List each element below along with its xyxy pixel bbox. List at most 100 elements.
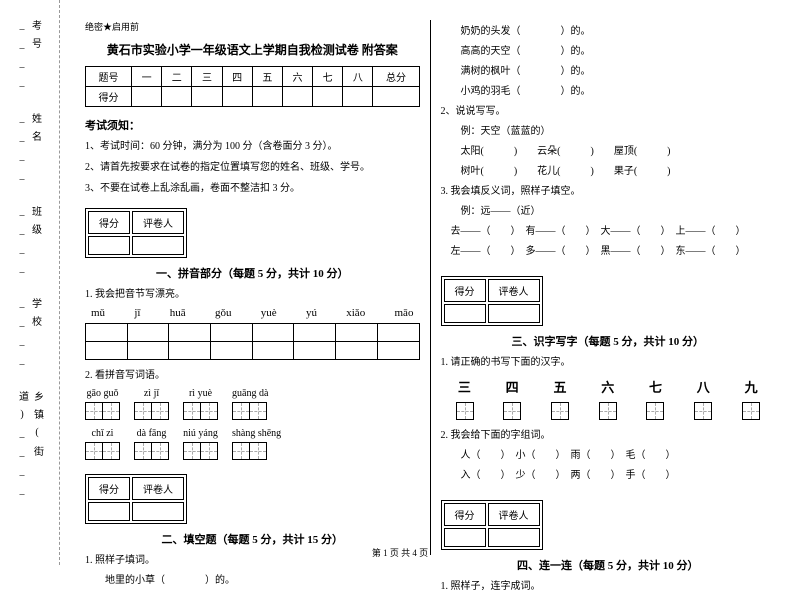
scorebox-label: 评卷人 — [488, 503, 540, 526]
fill-line: 人（ ） 小（ ） 雨（ ） 毛（ ） — [441, 448, 776, 464]
secret-label: 绝密★启用前 — [85, 20, 420, 33]
hanzi-char: 三 — [458, 377, 471, 396]
question-text: 1. 请正确的书写下面的汉字。 — [441, 355, 776, 371]
tian-group: niú yáng — [183, 428, 218, 460]
pinyin-syllable: jī — [134, 307, 140, 319]
col-header: 五 — [252, 67, 282, 87]
pinyin-label: niú yáng — [183, 428, 218, 439]
notice-heading: 考试须知： — [85, 117, 420, 133]
pinyin-syllable: mǔ — [91, 307, 105, 319]
pinyin-row: mǔ jī huā gǒu yuè yú xiǎo māo — [85, 307, 420, 319]
pinyin-label: dà fāng — [134, 428, 169, 439]
scorebox-label: 评卷人 — [132, 477, 184, 500]
col-header: 八 — [343, 67, 373, 87]
tian-box — [694, 402, 712, 420]
section1-heading: 一、拼音部分（每题 5 分，共计 10 分） — [85, 265, 420, 281]
hanzi-row: 三 四 五 六 七 八 九 — [441, 377, 776, 396]
notice-item: 1、考试时间：60 分钟，满分为 100 分（含卷面分 3 分）。 — [85, 139, 420, 154]
question-text: 1. 我会把音节写漂亮。 — [85, 287, 420, 303]
tian-box — [456, 402, 474, 420]
question-text: 1. 照样子，连字成词。 — [441, 579, 776, 595]
scorebox-label: 得分 — [88, 211, 130, 234]
pinyin-label: gāo guǒ — [85, 388, 120, 399]
hanzi-char: 五 — [553, 377, 566, 396]
pinyin-label: zì jǐ — [134, 388, 169, 399]
fill-line: 左——（ ） 多——（ ） 黑——（ ） 东——（ ） — [441, 244, 776, 260]
question-text: 2. 看拼音写词语。 — [85, 368, 420, 384]
pinyin-syllable: yú — [306, 307, 317, 319]
scorebox-label: 评卷人 — [488, 279, 540, 302]
fill-line: 满树的枫叶（ ）的。 — [441, 64, 776, 80]
scorebox-label: 评卷人 — [132, 211, 184, 234]
pinyin-label: guāng dà — [232, 388, 268, 399]
fill-line: 树叶( ) 花儿( ) 果子( ) — [441, 164, 776, 180]
main-content: 绝密★启用前 黄石市实验小学一年级语文上学期自我检测试卷 附答案 题号 一 二 … — [60, 0, 800, 565]
question-text: 2、说说写写。 — [441, 104, 776, 120]
pinyin-label: chǐ zi — [85, 428, 120, 439]
stub-field-4: 乡镇(街道)____ — [15, 391, 45, 545]
tianzige-row: gāo guǒ zì jǐ rì yuè guāng dà — [85, 388, 420, 420]
hanzi-char: 四 — [506, 377, 519, 396]
pinyin-label: shàng shēng — [232, 428, 281, 439]
left-column: 绝密★启用前 黄石市实验小学一年级语文上学期自我检测试卷 附答案 题号 一 二 … — [75, 20, 431, 555]
stub-field-0: 考号____ — [17, 20, 43, 113]
tian-box — [503, 402, 521, 420]
tian-group: gāo guǒ — [85, 388, 120, 420]
page-footer: 第 1 页 共 4 页 — [0, 546, 800, 559]
tian-group: zì jǐ — [134, 388, 169, 420]
hanzi-char: 九 — [745, 377, 758, 396]
hanzi-char: 六 — [601, 377, 614, 396]
fill-line: 入（ ） 少（ ） 两（ ） 手（ ） — [441, 468, 776, 484]
pinyin-syllable: huā — [170, 307, 186, 319]
section-scorebox: 得分评卷人 — [441, 500, 543, 550]
pinyin-syllable: māo — [395, 307, 414, 319]
fill-line: 高高的天空（ ）的。 — [441, 44, 776, 60]
tian-group: guāng dà — [232, 388, 268, 420]
table-row: 得分 — [86, 87, 420, 107]
section-scorebox: 得分评卷人 — [85, 208, 187, 258]
row-label: 得分 — [86, 87, 132, 107]
fill-line: 小鸡的羽毛（ ）的。 — [441, 84, 776, 100]
tian-group: rì yuè — [183, 388, 218, 420]
pinyin-syllable: yuè — [261, 307, 277, 319]
tianzige-row — [441, 402, 776, 420]
scorebox-label: 得分 — [88, 477, 130, 500]
question-text: 3. 我会填反义词，照样子填空。 — [441, 184, 776, 200]
tian-group: chǐ zi — [85, 428, 120, 460]
exam-page: 考号____ 姓名____ 班级____ 学校____ 乡镇(街道)____ 绝… — [0, 0, 800, 565]
tian-box — [742, 402, 760, 420]
notice-item: 3、不要在试卷上乱涂乱画，卷面不整洁扣 3 分。 — [85, 181, 420, 196]
section2-heading: 二、填空题（每题 5 分，共计 15 分） — [85, 531, 420, 547]
col-header: 一 — [132, 67, 162, 87]
scorebox-label: 得分 — [444, 279, 486, 302]
tianzige-row: chǐ zi dà fāng niú yáng shàng shēng — [85, 428, 420, 460]
tian-box — [599, 402, 617, 420]
col-header: 四 — [222, 67, 252, 87]
col-header: 七 — [313, 67, 343, 87]
stub-field-1: 姓名____ — [17, 113, 43, 206]
fill-line: 太阳( ) 云朵( ) 屋顶( ) — [441, 144, 776, 160]
example-text: 例：远——（近） — [441, 204, 776, 220]
section3-heading: 三、识字写字（每题 5 分，共计 10 分） — [441, 333, 776, 349]
writing-grid — [85, 323, 420, 360]
section4-heading: 四、连一连（每题 5 分，共计 10 分） — [441, 557, 776, 573]
stub-field-3: 学校____ — [17, 298, 43, 391]
stub-field-2: 班级____ — [17, 206, 43, 299]
table-row: 题号 一 二 三 四 五 六 七 八 总分 — [86, 67, 420, 87]
pinyin-label: rì yuè — [183, 388, 218, 399]
col-header: 二 — [162, 67, 192, 87]
score-summary-table: 题号 一 二 三 四 五 六 七 八 总分 得分 — [85, 66, 420, 107]
tian-box — [646, 402, 664, 420]
col-header: 总分 — [373, 67, 419, 87]
tian-box — [551, 402, 569, 420]
tian-group: dà fāng — [134, 428, 169, 460]
fill-line: 去——（ ） 有——（ ） 大——（ ） 上——（ ） — [441, 224, 776, 240]
pinyin-syllable: gǒu — [215, 307, 232, 319]
fill-line: 奶奶的头发（ ）的。 — [441, 24, 776, 40]
col-header: 六 — [282, 67, 312, 87]
hanzi-char: 七 — [649, 377, 662, 396]
question-text: 2. 我会给下面的字组词。 — [441, 428, 776, 444]
fill-line: 地里的小草（ ）的。 — [85, 573, 420, 589]
col-header: 三 — [192, 67, 222, 87]
section-scorebox: 得分评卷人 — [85, 474, 187, 524]
